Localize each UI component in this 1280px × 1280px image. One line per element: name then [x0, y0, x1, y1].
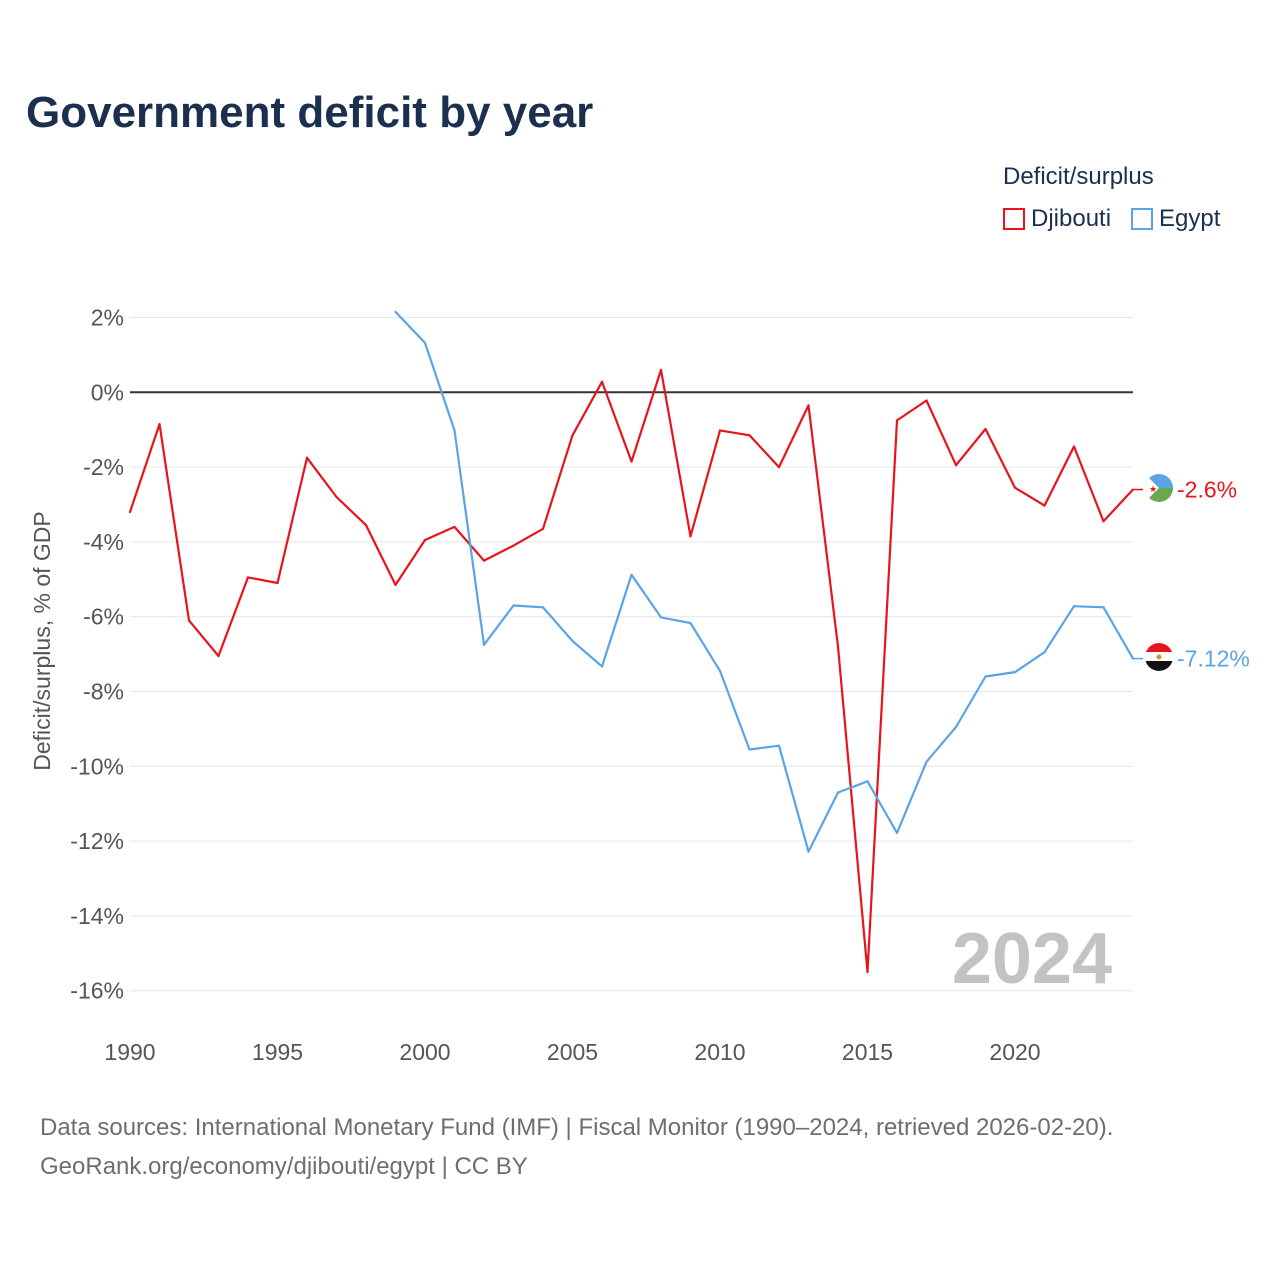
data-point-egypt: [748, 748, 751, 751]
x-tick-label: 2010: [694, 1039, 745, 1065]
data-point-djibouti: [718, 429, 722, 432]
data-point-djibouti: [984, 427, 987, 431]
data-point-djibouti: [423, 538, 427, 542]
data-point-egypt: [689, 621, 692, 625]
data-point-egypt: [895, 831, 899, 834]
x-tick-label: 2015: [842, 1039, 893, 1065]
data-point-djibouti: [777, 466, 781, 469]
data-point-egypt: [482, 643, 486, 646]
footer: Data sources: International Monetary Fun…: [40, 1108, 1113, 1186]
legend-label-egypt: Egypt: [1159, 205, 1221, 232]
series-line-egypt: [394, 311, 1134, 853]
y-tick-label: -16%: [70, 978, 124, 1004]
data-point-djibouti: [512, 544, 515, 547]
legend-swatch-djibouti: [1003, 208, 1025, 230]
line-chart: 2% 0% -2% -4% -6% -8% -10% -12% -14% -16% 1990 1995…: [29, 305, 1250, 1066]
data-point-egypt: [571, 639, 574, 643]
data-point-djibouti: [836, 645, 840, 648]
data-point-djibouti: [925, 399, 928, 402]
data-point-djibouti: [1043, 504, 1046, 507]
data-point-djibouti: [748, 434, 751, 437]
y-tick-label: -4%: [83, 529, 124, 555]
legend-label-djibouti: Djibouti: [1031, 205, 1112, 232]
data-point-djibouti: [541, 527, 545, 530]
data-point-djibouti: [866, 970, 869, 974]
data-point-djibouti: [128, 510, 132, 514]
legend-item-djibouti[interactable]: Djibouti: [1003, 205, 1111, 233]
data-point-egypt: [984, 675, 987, 678]
y-axis-label: Deficit/surplus, % of GDP: [29, 511, 55, 770]
data-point-djibouti: [1013, 486, 1017, 489]
credit-link[interactable]: GeoRank.org/economy/djibouti/egypt | CC …: [40, 1153, 528, 1180]
y-tick-label: -14%: [70, 903, 124, 929]
data-point-egypt: [512, 604, 515, 607]
data-point-egypt: [836, 791, 840, 794]
x-tick-label: 1990: [104, 1039, 155, 1065]
data-point-djibouti: [571, 434, 574, 437]
data-point-egypt: [423, 341, 427, 345]
data-point-egypt: [630, 573, 633, 576]
data-point-egypt: [954, 725, 958, 729]
x-tick-label: 2020: [989, 1039, 1040, 1065]
data-point-egypt: [541, 606, 545, 609]
data-point-djibouti: [1102, 520, 1105, 523]
data-point-egypt: [659, 616, 663, 619]
data-point-egypt: [1072, 605, 1076, 608]
y-tick-label: 2%: [91, 305, 124, 331]
y-tick-label: -2%: [83, 454, 124, 480]
legend-swatch-egypt: [1131, 208, 1154, 230]
data-point-djibouti: [659, 368, 663, 371]
data-point-egypt: [1013, 670, 1017, 674]
data-point-djibouti: [364, 523, 368, 527]
data-point-djibouti: [158, 422, 161, 426]
data-point-djibouti: [630, 460, 633, 463]
data-point-djibouti: [895, 419, 899, 422]
x-tick-label: 2005: [547, 1039, 598, 1065]
y-tick-label: -8%: [83, 679, 124, 705]
data-point-egypt: [777, 744, 781, 747]
data-point-djibouti: [246, 576, 250, 579]
x-tick-label: 2000: [399, 1039, 450, 1065]
data-point-djibouti: [335, 495, 338, 499]
y-tick-label: 0%: [91, 379, 124, 405]
data-point-djibouti: [807, 404, 810, 407]
djibouti-flag-icon: ★: [1145, 474, 1173, 502]
data-point-egypt: [600, 665, 604, 668]
svg-text:★: ★: [1149, 485, 1157, 495]
data-point-djibouti: [482, 559, 486, 562]
data-point-egypt: [1102, 606, 1105, 609]
data-point-djibouti: [600, 380, 604, 383]
data-point-egypt: [807, 850, 810, 853]
data-point-djibouti: [394, 583, 397, 587]
data-point-djibouti: [187, 619, 191, 622]
data-point-egypt: [718, 669, 722, 673]
series-line-djibouti: [128, 368, 1134, 974]
year-watermark: 2024: [952, 919, 1112, 999]
data-point-egypt: [866, 780, 869, 783]
legend-title: Deficit/surplus: [1003, 163, 1154, 190]
data-point-djibouti: [276, 581, 279, 585]
data-sources: Data sources: International Monetary Fun…: [40, 1114, 1114, 1141]
data-point-djibouti: [305, 456, 309, 459]
y-tick-label: -10%: [70, 753, 124, 779]
chart-title: Government deficit by year: [26, 88, 594, 137]
data-point-djibouti: [453, 525, 456, 529]
egypt-flag-icon: [1145, 643, 1173, 671]
data-point-egypt: [925, 760, 928, 763]
legend-item-egypt[interactable]: Egypt: [1131, 205, 1220, 233]
data-point-egypt: [394, 310, 397, 313]
data-point-djibouti: [1072, 445, 1076, 448]
y-tick-label: -6%: [83, 604, 124, 630]
data-point-djibouti: [217, 654, 220, 658]
end-label-djibouti: -2.6%: [1177, 477, 1237, 503]
end-label-egypt: -7.12%: [1177, 646, 1250, 672]
data-point-djibouti: [954, 464, 958, 467]
data-point-djibouti: [689, 535, 692, 538]
data-point-egypt: [1043, 651, 1046, 654]
x-tick-label: 1995: [252, 1039, 303, 1065]
data-point-egypt: [453, 429, 456, 432]
y-tick-label: -12%: [70, 828, 124, 854]
legend: Djibouti Egypt: [1003, 205, 1240, 233]
